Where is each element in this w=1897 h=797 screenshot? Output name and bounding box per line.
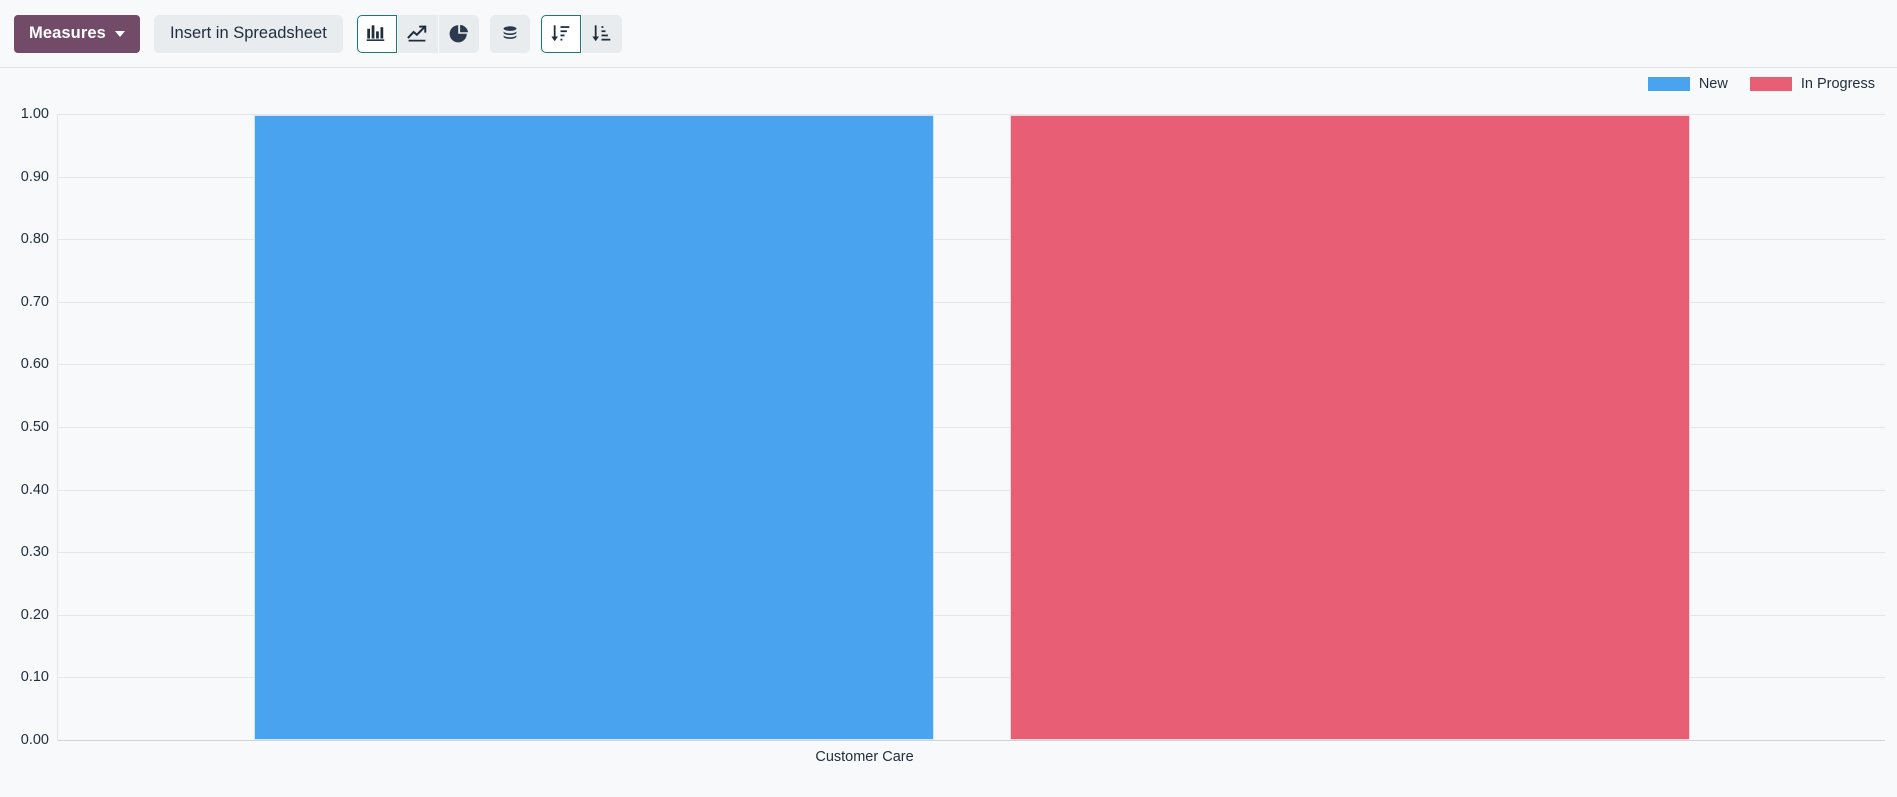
bar-in-progress[interactable] (1010, 115, 1690, 740)
sort-descending-button[interactable] (540, 14, 581, 53)
legend-item-in-progress[interactable]: In Progress (1749, 76, 1875, 92)
gridline (58, 427, 1885, 428)
insert-in-spreadsheet-label: Insert in Spreadsheet (169, 24, 327, 42)
database-stack-icon (500, 24, 520, 44)
sort-ascending-icon (591, 23, 612, 44)
y-axis-tick-label: 0.60 (20, 356, 49, 372)
stacked-button[interactable] (489, 14, 530, 53)
pie-chart-icon (449, 24, 469, 44)
y-axis-tick-label: 0.20 (20, 607, 49, 623)
gridline (58, 615, 1885, 616)
chart-toolbar: Measures Insert in Spreadsheet (0, 0, 1897, 68)
bar-new[interactable] (254, 115, 934, 740)
chart-legend: New In Progress (1647, 76, 1875, 92)
line-chart-icon (407, 23, 428, 44)
gridline (58, 302, 1885, 303)
y-axis-tick-label: 0.70 (20, 294, 49, 310)
legend-swatch-new (1647, 77, 1690, 91)
chevron-down-icon (114, 30, 125, 37)
bar-chart-button[interactable] (356, 14, 397, 53)
legend-label-in-progress: In Progress (1800, 76, 1875, 92)
y-axis-tick-label: 0.30 (20, 544, 49, 560)
gridline (58, 177, 1885, 178)
plot-area: 1.00 0.90 0.80 0.70 0.60 0.50 0.40 0.30 0.20 0.10… (21, 106, 1885, 748)
y-axis-tick-label: 0.10 (20, 669, 49, 685)
legend-label-new: New (1698, 76, 1728, 92)
legend-swatch-in-progress (1749, 77, 1792, 91)
sort-ascending-button[interactable] (581, 14, 622, 53)
sort-descending-icon (550, 23, 571, 44)
legend-item-new[interactable]: New (1647, 76, 1728, 92)
y-axis-tick-label: 0.90 (20, 169, 49, 185)
y-axis-tick-label: 0.50 (20, 419, 49, 435)
y-axis-tick-label: 0.00 (20, 732, 49, 748)
gridline (58, 677, 1885, 678)
gridline (58, 552, 1885, 553)
gridline (58, 114, 1885, 115)
bars-layer (58, 114, 1885, 740)
x-axis-label: Customer Care (815, 749, 914, 765)
measures-label: Measures (29, 24, 106, 42)
y-axis-tick-label: 0.40 (20, 482, 49, 498)
x-axis-line (58, 740, 1885, 741)
gridline (58, 364, 1885, 365)
stacked-button-group (489, 14, 530, 53)
gridline (58, 239, 1885, 240)
sort-button-group (540, 14, 622, 53)
measures-button[interactable]: Measures (14, 14, 140, 53)
bar-chart-icon (366, 23, 387, 44)
pie-chart-button[interactable] (438, 14, 479, 53)
insert-in-spreadsheet-button[interactable]: Insert in Spreadsheet (153, 14, 343, 53)
chart-container: New In Progress 1.00 0.90 0.80 0.70 0.60 0.50… (0, 68, 1897, 797)
y-axis-tick-label: 1.00 (20, 106, 49, 122)
gridline (58, 490, 1885, 491)
line-chart-button[interactable] (397, 14, 438, 53)
chart-type-button-group (356, 14, 479, 53)
y-axis-tick-label: 0.80 (20, 231, 49, 247)
